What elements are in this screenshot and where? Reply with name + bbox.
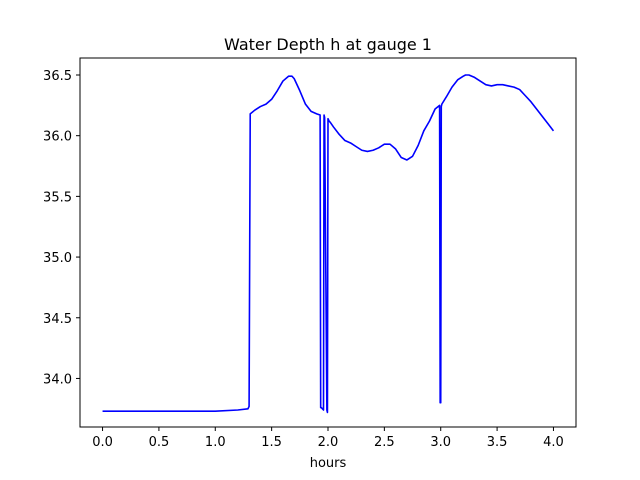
x-axis-label: hours	[310, 456, 347, 471]
y-axis: 34.0 34.5 35.0 35.5 36.0 36.5	[43, 69, 80, 387]
y-tick-label: 36.5	[43, 69, 72, 84]
x-tick-label: 3.5	[487, 435, 508, 450]
y-tick-label: 34.0	[43, 372, 72, 387]
chart-title: Water Depth h at gauge 1	[224, 35, 432, 54]
series-layer	[102, 74, 555, 414]
y-tick-label: 34.5	[43, 312, 72, 327]
x-axis: 0.0 0.5 1.0 1.5 2.0 2.5 3.0 3.5 4.0	[92, 427, 564, 450]
x-tick-label: 4.0	[543, 435, 564, 450]
x-tick-label: 1.0	[205, 435, 226, 450]
y-tick-label: 35.0	[43, 251, 72, 266]
x-tick-label: 1.5	[261, 435, 282, 450]
series-line	[102, 74, 555, 414]
x-tick-label: 3.0	[430, 435, 451, 450]
x-tick-label: 2.5	[374, 435, 395, 450]
y-tick-label: 36.0	[43, 130, 72, 145]
x-tick-label: 0.5	[149, 435, 170, 450]
y-tick-label: 35.5	[43, 190, 72, 205]
x-tick-label: 0.0	[92, 435, 113, 450]
x-tick-label: 2.0	[318, 435, 339, 450]
